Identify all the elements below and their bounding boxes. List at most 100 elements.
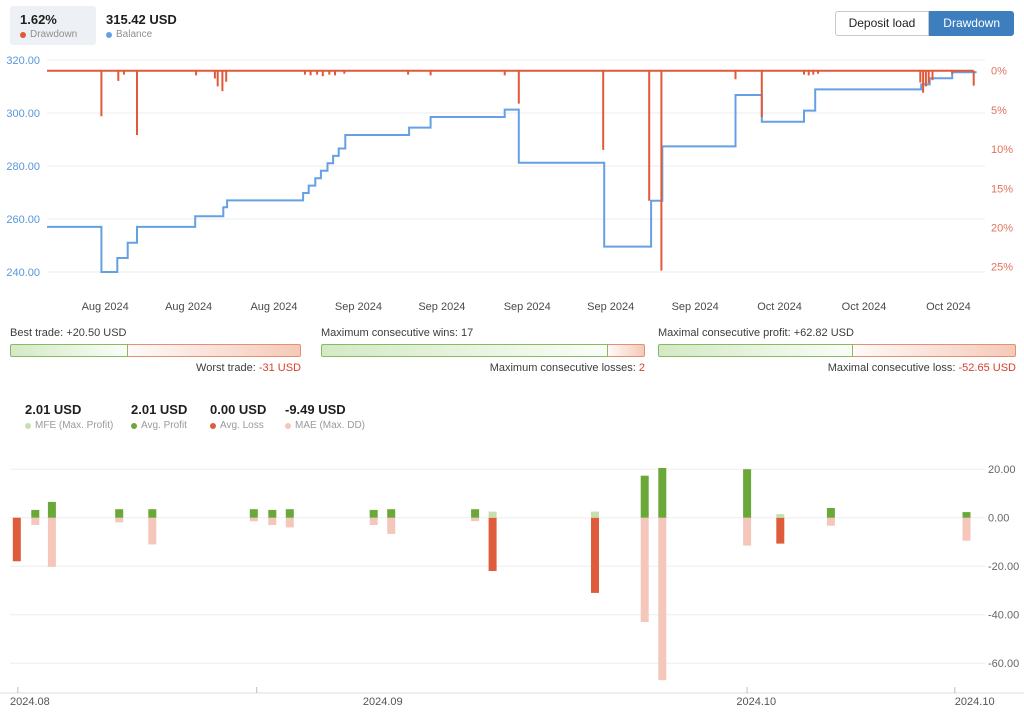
stat-label: Avg. Loss — [220, 420, 264, 431]
progress-negative-segment — [127, 344, 301, 357]
y-axis-left-tick: 260.00 — [6, 214, 40, 226]
gridlines — [47, 59, 985, 273]
progress-negative-segment — [608, 344, 645, 357]
balance-dot-icon — [106, 31, 112, 38]
trade-bar-profit — [285, 509, 294, 518]
x-axis-tick: Aug 2024 — [250, 301, 297, 313]
trade-bar-profit — [148, 509, 157, 518]
trade-bar-mae — [47, 517, 56, 567]
trade-bar-profit — [47, 501, 56, 518]
y-axis-left-tick: 280.00 — [6, 161, 40, 173]
legend-drawdown-tile[interactable]: 1.62% Drawdown — [10, 6, 96, 45]
trade-bar-profit — [249, 509, 258, 518]
trade-bar-profit — [31, 509, 40, 518]
stat-value: 2.01 USD — [131, 402, 188, 417]
trade-bar-mae — [640, 517, 649, 622]
trade-bar-profit — [658, 468, 667, 518]
trade-bar-profit — [826, 508, 835, 518]
chart-mode-buttons: Deposit load Drawdown — [834, 11, 1014, 36]
x-axis-tick: Aug 2024 — [165, 301, 212, 313]
summary-bottom-label: Maximum consecutive losses: 2 — [489, 362, 645, 374]
y-axis-tick: -60.00 — [988, 658, 1019, 670]
summary-item: Maximal consecutive profit: +62.82 USD Ma… — [658, 327, 1016, 374]
x-axis-tick: Oct 2024 — [757, 301, 802, 313]
trade-bar-mae — [249, 517, 258, 522]
summary-top-label: Maximum consecutive wins: 17 — [321, 327, 474, 339]
trade-bar-profit — [369, 509, 378, 518]
drawdown-dot-icon — [20, 31, 26, 38]
y-axis-right-tick: 25% — [991, 262, 1013, 274]
x-axis-tick: Sep 2024 — [418, 301, 465, 313]
stat-item: 0.00 USD Avg. Loss — [210, 402, 266, 431]
balance-value: 315.42 USD — [106, 12, 177, 27]
trade-bar-loss — [591, 517, 599, 593]
summary-progress-bar — [658, 344, 1016, 357]
trade-results-chart: 20.00 0.00 -20.00 -40.00 -60.00 2024.08 2024.0… — [0, 464, 1024, 708]
stat-item: 2.01 USD MFE (Max. Profit) — [25, 402, 113, 431]
y-axis-right-tick: 0% — [991, 66, 1007, 78]
drawdown-button[interactable]: Drawdown — [929, 11, 1014, 36]
y-axis-left-tick: 300.00 — [6, 108, 40, 120]
trade-bar-profit — [471, 509, 480, 518]
balance-line — [47, 71, 977, 273]
y-axis-right-tick: 15% — [991, 183, 1013, 195]
trade-bar-mfe — [488, 511, 497, 518]
trade-bar-mae — [962, 517, 971, 541]
stat-label: Avg. Profit — [141, 420, 187, 431]
trade-bar-mae — [148, 517, 157, 545]
y-axis-right-tick: 5% — [991, 105, 1007, 117]
trade-bar-mae — [826, 517, 835, 526]
stat-dot-icon — [25, 422, 31, 429]
summary-progress-bar — [10, 344, 301, 357]
trade-bar-loss — [776, 517, 785, 544]
summary-bottom-label: Worst trade: -31 USD — [196, 362, 301, 374]
y-axis-left-tick: 240.00 — [6, 267, 40, 279]
progress-positive-segment — [10, 344, 128, 357]
trade-bar-mae — [369, 517, 378, 525]
balance-tile-label: Balance — [116, 29, 153, 40]
trade-bar-mfe — [591, 511, 599, 518]
drawdown-percent-value: 1.62% — [20, 12, 57, 27]
y-axis-tick: -40.00 — [988, 610, 1019, 622]
trade-bar-mfe — [776, 514, 785, 518]
drawdown-tile-label: Drawdown — [30, 29, 78, 40]
stat-item: -9.49 USD MAE (Max. DD) — [285, 402, 365, 431]
x-axis-tick: Sep 2024 — [587, 301, 634, 313]
trade-bar-mae — [471, 517, 480, 522]
x-axis-tick: Oct 2024 — [842, 301, 887, 313]
legend-balance-tile[interactable]: 315.42 USD Balance — [96, 6, 187, 45]
stat-value: 0.00 USD — [210, 402, 267, 417]
trade-bar-mae — [115, 517, 124, 523]
summary-bars-section: Best trade: +20.50 USD Worst trade: -31 U… — [0, 327, 1024, 395]
balance-drawdown-chart: 320.00 300.00 280.00 260.00 240.00 0% 5% 10% 15%… — [6, 55, 1013, 313]
progress-negative-segment — [853, 344, 1016, 357]
trade-bar-profit — [115, 509, 124, 518]
x-axis-tick: Sep 2024 — [504, 301, 551, 313]
summary-item: Maximum consecutive wins: 17 Maximum cons… — [321, 327, 645, 374]
trade-bar-mae — [31, 517, 40, 525]
trade-bar-mae — [268, 517, 277, 525]
trade-bars — [12, 468, 971, 681]
trade-bar-mae — [387, 517, 396, 534]
trade-bar-mae — [658, 517, 667, 681]
trade-bar-mae — [285, 517, 294, 528]
trade-bar-profit — [640, 475, 649, 518]
summary-progress-bar — [321, 344, 645, 357]
stat-dot-icon — [131, 422, 137, 429]
drawdown-line — [47, 69, 975, 271]
stat-value: -9.49 USD — [285, 402, 346, 417]
trade-bar-profit — [743, 469, 752, 518]
x-axis-month-label: 2024.10 — [736, 696, 776, 708]
summary-top-label: Best trade: +20.50 USD — [10, 327, 127, 339]
stat-label: MFE (Max. Profit) — [35, 420, 114, 431]
progress-positive-segment — [321, 344, 609, 357]
summary-bottom-label: Maximal consecutive loss: -52.65 USD — [827, 362, 1016, 374]
x-axis-tick: Sep 2024 — [672, 301, 719, 313]
y-axis-right-tick: 20% — [991, 223, 1013, 235]
y-axis-tick: 0.00 — [988, 513, 1009, 525]
deposit-load-button[interactable]: Deposit load — [834, 11, 930, 36]
trade-bar-mae — [743, 517, 752, 546]
trade-bar-loss — [488, 517, 497, 571]
y-axis-tick: 20.00 — [988, 464, 1016, 476]
y-axis-left-tick: 320.00 — [6, 55, 40, 67]
